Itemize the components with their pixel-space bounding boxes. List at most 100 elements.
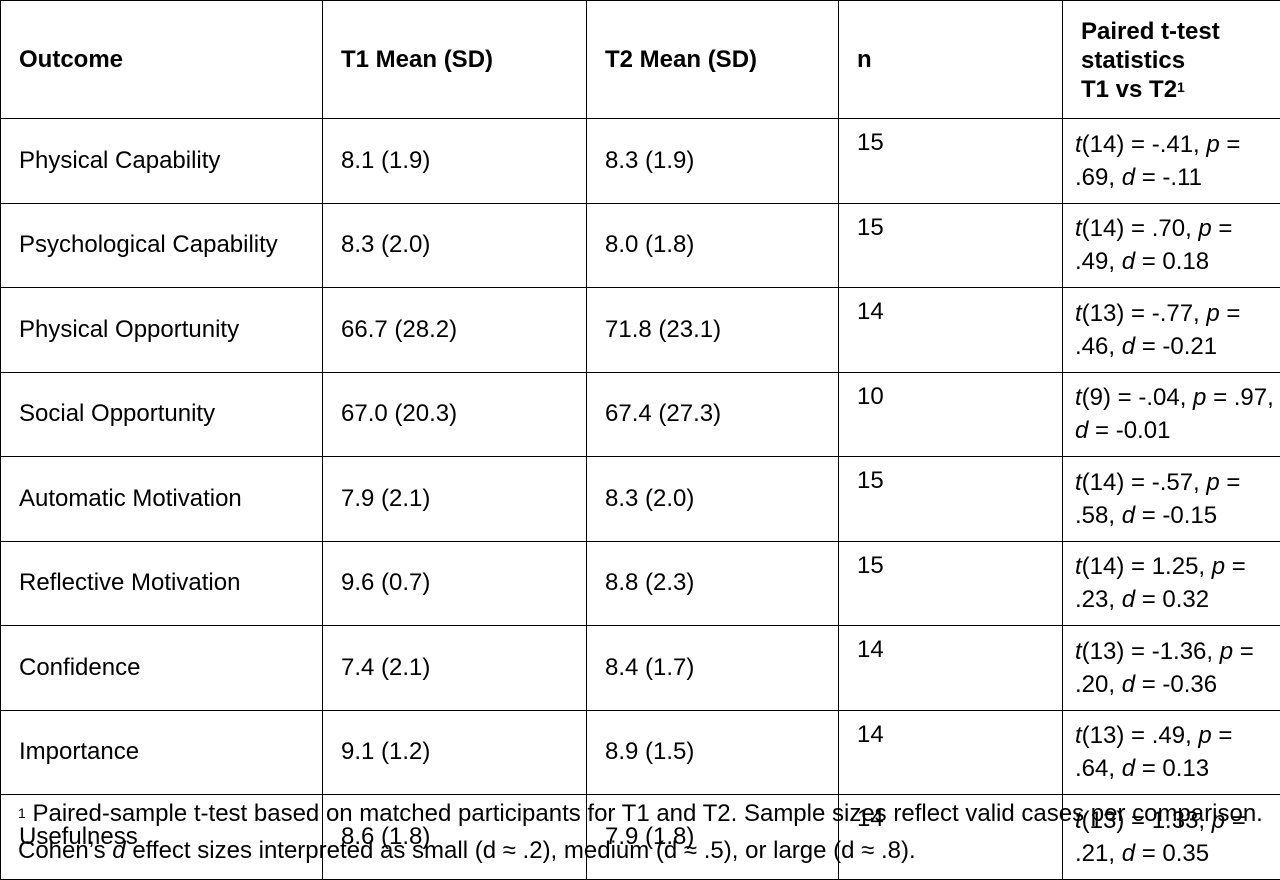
cell-n: 15 [839,203,1063,288]
stat-t-symbol: t [1075,384,1082,411]
cell-t1-mean: 9.1 (1.2) [323,710,587,795]
cell-paired-t-test: t(14) = 1.25, p = .23, d = 0.32 [1063,541,1280,626]
stat-df-value: (14) = -.57, [1082,469,1207,496]
cell-t2-mean: 8.9 (1.5) [587,710,839,795]
stat-p-symbol: p [1198,722,1211,749]
stat-d-value: = -0.21 [1135,333,1217,360]
header-stat-line2: statistics [1081,46,1270,75]
cell-outcome: Social Opportunity [1,372,323,457]
stat-d-value: = -0.36 [1135,671,1217,698]
stat-d-symbol: d [1122,333,1135,360]
cell-n: 14 [839,626,1063,711]
stat-df-value: (13) = .49, [1082,722,1199,749]
stat-p-symbol: p [1193,384,1206,411]
stat-df-value: (13) = -1.36, [1082,638,1220,665]
stat-p-value: .58, [1075,502,1122,529]
cell-t2-mean: 8.8 (2.3) [587,541,839,626]
table-footnote: 1 Paired-sample t-test based on matched … [18,795,1276,869]
cell-outcome: Physical Opportunity [1,288,323,373]
stat-d-symbol: d [1122,164,1135,191]
cell-n: 15 [839,541,1063,626]
stat-d-symbol: d [1122,248,1135,275]
cell-paired-t-test: t(13) = -1.36, p = .20, d = -0.36 [1063,626,1280,711]
footnote-marker: 1 [18,805,26,821]
cell-paired-t-test: t(13) = -.77, p = .46, d = -0.21 [1063,288,1280,373]
cell-n: 15 [839,119,1063,204]
header-t2-mean: T2 Mean (SD) [587,1,839,119]
cell-paired-t-test: t(14) = -.57, p = .58, d = -0.15 [1063,457,1280,542]
stat-d-value: = -0.01 [1088,417,1170,444]
stat-p-eq: = [1220,300,1241,327]
stat-p-eq: = [1220,131,1241,158]
stat-p-symbol: p [1212,553,1225,580]
stat-t-symbol: t [1075,638,1082,665]
cell-paired-t-test: t(14) = .70, p = .49, d = 0.18 [1063,203,1280,288]
cell-t1-mean: 66.7 (28.2) [323,288,587,373]
stat-p-eq: = [1206,384,1233,411]
header-footnote-marker: 1 [1177,79,1185,95]
cell-t1-mean: 67.0 (20.3) [323,372,587,457]
stat-df-value: (14) = 1.25, [1082,553,1212,580]
stat-p-symbol: p [1198,215,1211,242]
cell-t2-mean: 8.3 (2.0) [587,457,839,542]
footnote-text-part2: effect sizes interpreted as small (d ≈ .… [126,837,916,864]
cell-outcome: Psychological Capability [1,203,323,288]
cell-t1-mean: 7.4 (2.1) [323,626,587,711]
cell-outcome: Reflective Motivation [1,541,323,626]
cell-t2-mean: 71.8 (23.1) [587,288,839,373]
cell-t2-mean: 8.4 (1.7) [587,626,839,711]
stat-p-value: .64, [1075,755,1122,782]
header-stat-line1: Paired t-test [1081,17,1270,46]
footnote-d-symbol: d [112,837,125,864]
stat-df-value: (14) = .70, [1082,215,1199,242]
cell-n: 14 [839,288,1063,373]
cell-t1-mean: 8.1 (1.9) [323,119,587,204]
cell-t1-mean: 8.3 (2.0) [323,203,587,288]
cell-t1-mean: 9.6 (0.7) [323,541,587,626]
cell-paired-t-test: t(9) = -.04, p = .97, d = -0.01 [1063,372,1280,457]
cell-t2-mean: 67.4 (27.3) [587,372,839,457]
stat-t-symbol: t [1075,215,1082,242]
stat-d-symbol: d [1122,671,1135,698]
stat-d-symbol: d [1122,755,1135,782]
cell-t1-mean: 7.9 (2.1) [323,457,587,542]
stat-df-value: (14) = -.41, [1082,131,1207,158]
cell-outcome: Confidence [1,626,323,711]
cell-paired-t-test: t(13) = .49, p = .64, d = 0.13 [1063,710,1280,795]
stat-t-symbol: t [1075,131,1082,158]
stat-df-value: (13) = -.77, [1082,300,1207,327]
cell-t2-mean: 8.0 (1.8) [587,203,839,288]
cell-n: 15 [839,457,1063,542]
header-t1-mean: T1 Mean (SD) [323,1,587,119]
stat-p-symbol: p [1220,638,1233,665]
stat-d-symbol: d [1122,586,1135,613]
cell-t2-mean: 8.3 (1.9) [587,119,839,204]
cell-outcome: Automatic Motivation [1,457,323,542]
stat-d-value: = -0.15 [1135,502,1217,529]
stat-d-symbol: d [1122,502,1135,529]
stat-p-value: .69, [1075,164,1122,191]
stat-p-symbol: p [1206,131,1219,158]
stat-t-symbol: t [1075,553,1082,580]
cell-n: 10 [839,372,1063,457]
stat-p-eq: = [1212,215,1233,242]
stat-d-symbol: d [1075,417,1088,444]
cell-n: 14 [839,710,1063,795]
stat-d-value: = 0.13 [1135,755,1209,782]
stat-p-symbol: p [1206,300,1219,327]
stat-t-symbol: t [1075,722,1082,749]
stat-d-value: = 0.18 [1135,248,1209,275]
header-paired-t-test: Paired t-test statistics T1 vs T21 [1063,1,1280,119]
stat-t-symbol: t [1075,469,1082,496]
stat-d-value: = -.11 [1135,164,1202,191]
cell-paired-t-test: t(14) = -.41, p = .69, d = -.11 [1063,119,1280,204]
stat-p-value: .49, [1075,248,1122,275]
